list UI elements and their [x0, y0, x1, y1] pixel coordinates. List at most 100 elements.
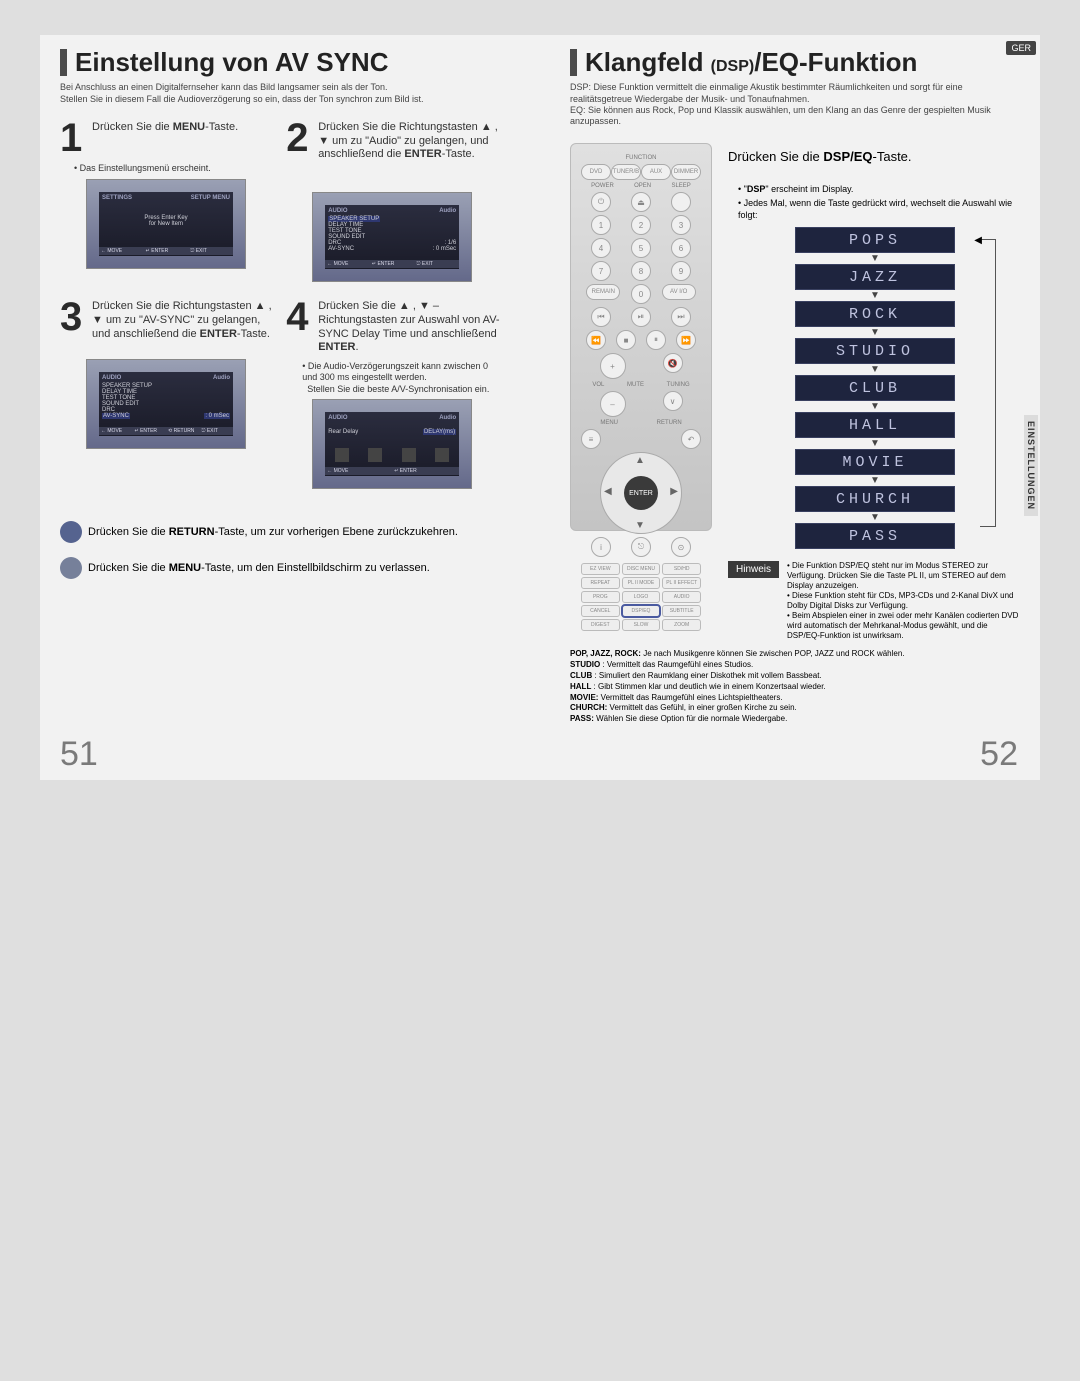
right-arrow-icon: ▶	[670, 486, 678, 497]
right-bullet-2: Jedes Mal, wenn die Taste gedrückt wird,…	[738, 198, 1022, 221]
step-3-tail: -Taste.	[237, 328, 270, 340]
return-text: Drücken Sie die RETURN-Taste, um zur vor…	[88, 526, 458, 538]
step-4-tail: .	[355, 341, 358, 353]
pause-icon: ⏸	[646, 330, 666, 350]
fb-a: ← MOVE	[101, 248, 142, 254]
down-arrow-icon: ▼	[635, 520, 645, 531]
num-0: 0	[631, 284, 651, 304]
rb-8: AUDIO	[662, 591, 701, 603]
rt-dsp: (DSP)	[711, 58, 755, 75]
step-1-pre: Drücken Sie die	[92, 121, 173, 133]
mode-rock: ROCK	[795, 301, 955, 327]
left-intro: Bei Anschluss an einen Digitalfernseher …	[60, 82, 520, 105]
hinweis-2: Diese Funktion steht für CDs, MP3-CDs un…	[787, 591, 1022, 611]
menu-thumb-3: AUDIOAudio SPEAKER SETUP DELAY TIME TEST…	[86, 359, 246, 449]
right-title: Klangfeld (DSP)/EQ-Funktion	[570, 49, 1022, 76]
left-page: Einstellung von AV SYNC Bei Anschluss an…	[40, 35, 540, 780]
display-sequence: POPS▼ JAZZ▼ ROCK▼ STUDIO▼ CLUB▼ HALL▼ MO…	[728, 227, 1022, 549]
step-2-tail: -Taste.	[442, 148, 475, 160]
t3i6: AV-SYNC	[102, 413, 130, 419]
t4hr: Audio	[439, 415, 456, 421]
t3i6r: : 0 mSec	[204, 413, 230, 419]
t2i6: AV-SYNC	[328, 246, 354, 252]
t4hl: AUDIO	[328, 415, 347, 421]
info-button: i	[591, 537, 611, 557]
instr-post: -Taste.	[873, 149, 912, 164]
step-4-pre: Drücken Sie die ▲ , ▼ –Richtungstasten z…	[318, 300, 499, 340]
d-hall-b: HALL	[570, 682, 591, 691]
num-8: 8	[631, 261, 651, 281]
rb-0: EZ VIEW	[581, 563, 620, 575]
step-3-text: Drücken Sie die Richtungstasten ▲ , ▼ um…	[92, 300, 276, 341]
d-pop-t: Je nach Musikgenre können Sie zwischen P…	[641, 649, 905, 658]
t4lab: Rear Delay	[328, 429, 358, 435]
thumb1-hr: SETUP MENU	[191, 195, 230, 201]
num-1: 1	[591, 215, 611, 235]
t3hr: Audio	[213, 375, 230, 381]
rb-7: LOGO	[622, 591, 661, 603]
r-sleep-l: SLEEP	[671, 183, 690, 189]
rb-12: DIGEST	[581, 619, 620, 631]
step-4-bold: ENTER	[318, 341, 355, 353]
d-pass-t: Wählen Sie diese Option für die normale …	[594, 714, 787, 723]
d-club-t: : Simuliert den Raumklang einer Diskothe…	[592, 671, 821, 680]
sleep-button	[671, 192, 691, 212]
step-2: 2 Drücken Sie die Richtungstasten ▲ , ▼ …	[286, 121, 502, 282]
num-2: 2	[631, 215, 651, 235]
right-bullet-1: "DSP" erscheint im Display.	[738, 184, 1022, 196]
ff-icon: ⏩	[676, 330, 696, 350]
num-3: 3	[671, 215, 691, 235]
mode-pops: POPS	[795, 227, 955, 253]
t2hr: Audio	[439, 208, 456, 214]
t3hl: AUDIO	[102, 375, 121, 381]
rt-main: Klangfeld	[585, 47, 711, 77]
num-9: 9	[671, 261, 691, 281]
tuning-down: ∨	[663, 391, 683, 411]
return-button: ↶	[681, 429, 701, 449]
rb-5: PL II EFFECT	[662, 577, 701, 589]
rb-3: REPEAT	[581, 577, 620, 589]
thumb1-hl: SETTINGS	[102, 195, 132, 201]
step-number: 3	[60, 300, 86, 334]
step-number: 2	[286, 121, 312, 155]
rb-1: DISC MENU	[622, 563, 661, 575]
rt-eq: /EQ-Funktion	[754, 47, 917, 77]
manual-spread: GER EINSTELLUNGEN Einstellung von AV SYN…	[40, 35, 1040, 780]
up-arrow-icon: ▲	[635, 455, 645, 466]
page-number-left: 51	[60, 735, 98, 774]
step-1-tail: -Taste.	[205, 121, 238, 133]
mute-label: MUTE	[627, 382, 644, 388]
menu-thumb-1: SETTINGSSETUP MENU Press Enter Key for N…	[86, 179, 246, 269]
r-open-l: OPEN	[634, 183, 651, 189]
d-movie-b: MOVIE:	[570, 693, 598, 702]
d-club-b: CLUB	[570, 671, 592, 680]
avio-button: AV I/O	[662, 284, 696, 300]
num-5: 5	[631, 238, 651, 258]
menu-button: ≡	[581, 429, 601, 449]
mode-pass: PASS	[795, 523, 955, 549]
mode-hall: HALL	[795, 412, 955, 438]
page-number-right: 52	[980, 735, 1018, 774]
dspeq-button-highlight: DSP/EQ	[622, 605, 661, 617]
fb2a: ← MOVE	[327, 261, 368, 267]
t4val: DELAY(ms)	[423, 429, 456, 435]
mode-club: CLUB	[795, 375, 955, 401]
eject-icon: ⏏	[631, 192, 651, 212]
step-4-text: Drücken Sie die ▲ , ▼ –Richtungstasten z…	[318, 300, 502, 355]
instr-pre: Drücken Sie die	[728, 149, 823, 164]
steps-grid: 1 Drücken Sie die MENU-Taste. Das Einste…	[60, 121, 520, 497]
mode-church: CHURCH	[795, 486, 955, 512]
d-church-b: CHURCH:	[570, 703, 607, 712]
hinweis-3: Beim Abspielen einer in zwei oder mehr K…	[787, 611, 1022, 641]
remote-dvd: DVD	[581, 164, 611, 180]
hinweis-box: Hinweis Die Funktion DSP/EQ steht nur im…	[728, 561, 1022, 641]
menu-thumb-2: AUDIOAudio SPEAKER SETUP DELAY TIME TEST…	[312, 192, 472, 282]
vol-minus: –	[600, 391, 626, 417]
r-power-l: POWER	[591, 183, 614, 189]
d-pass-b: PASS:	[570, 714, 594, 723]
dot-icon	[60, 521, 82, 543]
exit-button: ⎋	[631, 537, 651, 557]
hinweis-list: Die Funktion DSP/EQ steht nur im Modus S…	[787, 561, 1022, 641]
fb3c: ⟲ RETURN	[168, 428, 198, 434]
mode-studio: STUDIO	[795, 338, 955, 364]
